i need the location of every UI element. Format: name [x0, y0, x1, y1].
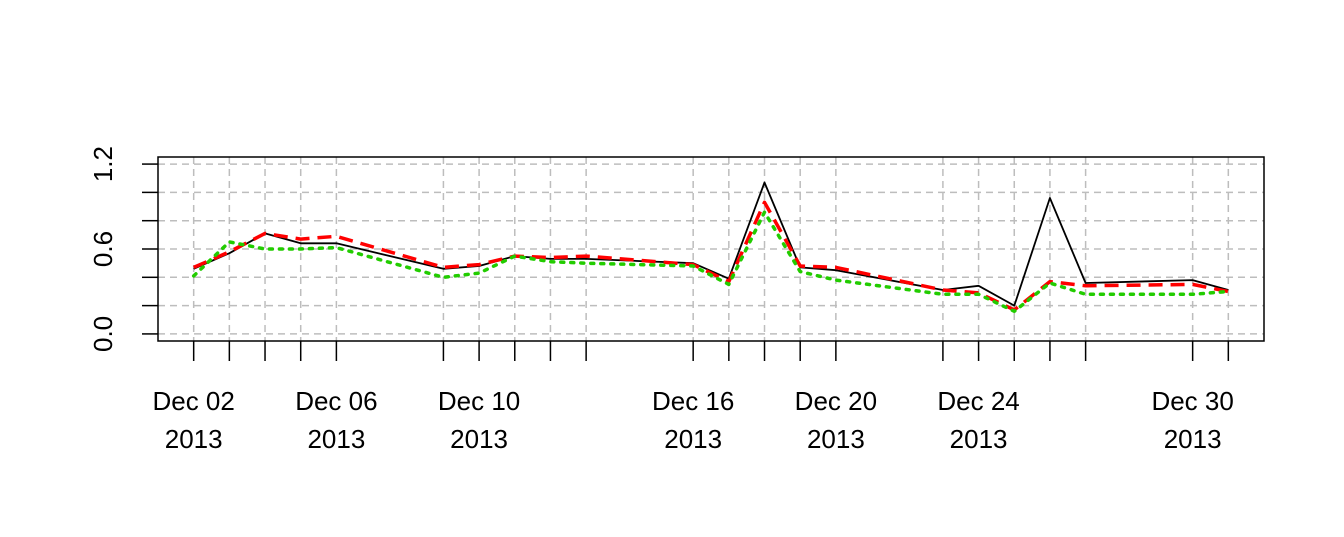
x-tick-label-year: 2013 — [165, 424, 223, 454]
series-line-1 — [193, 181, 1229, 307]
x-axis: Dec 02 2013 Dec 06 2013 Dec 10 2013 Dec 16 2013… — [152, 341, 1234, 454]
x-tick-label-year: 2013 — [950, 424, 1008, 454]
y-tick-label: 1.2 — [88, 146, 118, 182]
x-tick-label: Dec 02 — [152, 386, 234, 416]
series-line-2 — [192, 200, 1229, 312]
y-axis: 0.0 0.6 1.2 — [88, 146, 158, 352]
y-tick-label: 0.0 — [88, 316, 118, 352]
x-tick-label: Dec 06 — [295, 386, 377, 416]
x-tick-label: Dec 10 — [438, 386, 520, 416]
x-tick-label: Dec 20 — [795, 386, 877, 416]
y-tick-label: 0.6 — [88, 231, 118, 267]
grid — [158, 157, 1264, 341]
x-tick-label-year: 2013 — [664, 424, 722, 454]
x-tick-label-year: 2013 — [807, 424, 865, 454]
x-tick-label: Dec 30 — [1151, 386, 1233, 416]
x-tick-label-year: 2013 — [450, 424, 508, 454]
series-line-3 — [191, 210, 1231, 314]
x-tick-label: Dec 16 — [652, 386, 734, 416]
series-layer — [191, 181, 1231, 314]
x-tick-label-year: 2013 — [1164, 424, 1222, 454]
x-tick-label: Dec 24 — [937, 386, 1019, 416]
x-tick-label-year: 2013 — [307, 424, 365, 454]
